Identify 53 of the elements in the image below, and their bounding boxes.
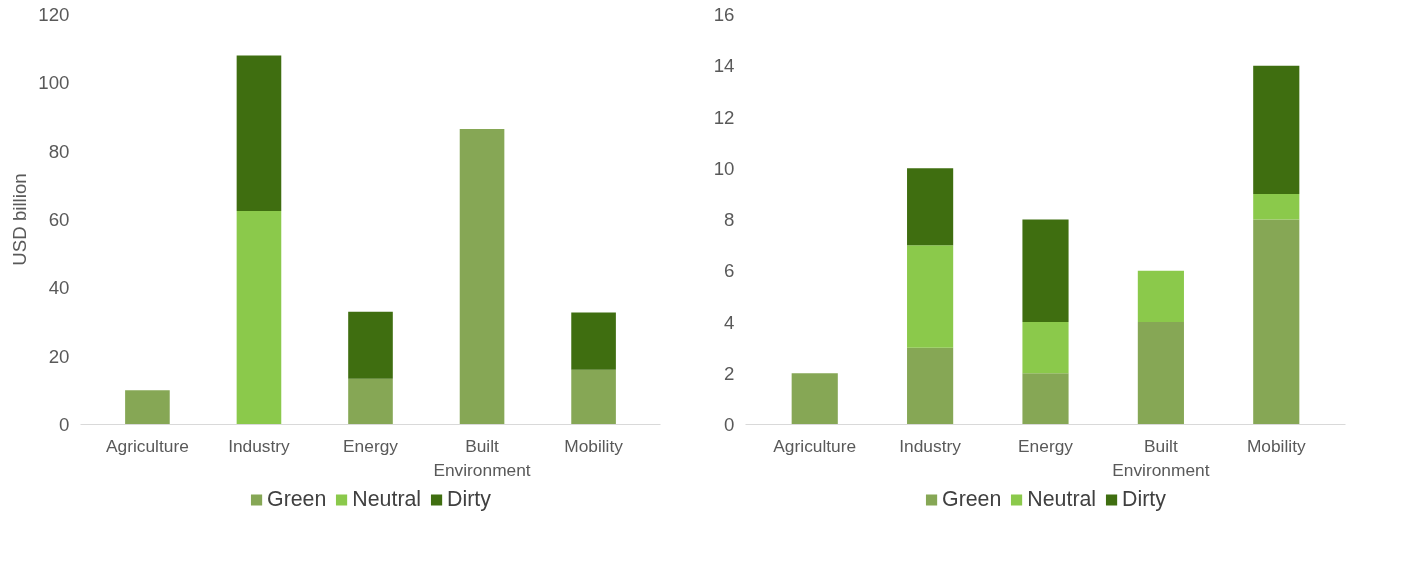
bar: [1022, 373, 1069, 425]
legend-label: Green: [942, 486, 1002, 512]
x-tick-label: Built Environment: [433, 435, 531, 480]
bar: [1022, 219, 1069, 322]
y-tick-label: 0: [59, 414, 70, 435]
y-axis-title: USD billion: [9, 173, 31, 266]
bar: [1253, 65, 1300, 194]
legend-label: Neutral: [1027, 486, 1097, 512]
y-tick-label: 8: [724, 209, 735, 230]
legend-label: Green: [267, 486, 327, 512]
x-tick-label: Agriculture: [106, 435, 189, 456]
bar: [1022, 322, 1069, 374]
y-tick-label: 2: [724, 362, 735, 384]
legend-label: Dirty: [447, 486, 491, 512]
x-tick-label: Mobility: [564, 435, 624, 456]
bar: [1253, 219, 1300, 425]
x-tick-label: Built Environment: [1112, 435, 1210, 480]
x-tick-label: Agriculture: [773, 435, 857, 456]
bar: [571, 369, 616, 425]
x-tick-label: Industry: [899, 435, 962, 456]
bar: [571, 312, 616, 370]
bar: [907, 245, 954, 348]
bar: [236, 55, 282, 211]
bar: [1137, 270, 1184, 322]
bar: [125, 390, 170, 425]
y-tick-label: 4: [724, 311, 735, 333]
bar: [791, 373, 838, 425]
y-tick-label: 100: [38, 72, 70, 94]
x-tick-label: Energy: [1018, 435, 1074, 456]
legend-label: Dirty: [1122, 486, 1166, 512]
bar: [1253, 193, 1300, 220]
x-tick-label: Industry: [228, 435, 291, 456]
bar: [236, 210, 282, 425]
bar: [348, 378, 393, 425]
y-tick-label: 10: [713, 157, 735, 179]
legend-label: Neutral: [352, 486, 422, 512]
y-tick-label: 6: [724, 260, 735, 282]
x-tick-label: Mobility: [1246, 435, 1306, 456]
bar: [459, 128, 505, 425]
y-tick-label: 60: [48, 209, 70, 230]
y-tick-label: 16: [713, 4, 735, 25]
y-tick-label: 20: [48, 345, 70, 367]
x-tick-label: Energy: [343, 435, 399, 456]
y-tick-label: 40: [48, 277, 70, 299]
y-tick-label: 0: [724, 414, 735, 435]
y-tick-label: 12: [713, 106, 735, 128]
bar: [348, 311, 393, 379]
y-tick-label: 120: [38, 4, 70, 25]
bar: [907, 347, 954, 425]
bar: [907, 168, 954, 246]
bar: [1137, 322, 1184, 425]
y-tick-label: 14: [713, 55, 735, 77]
y-tick-label: 80: [48, 140, 70, 162]
